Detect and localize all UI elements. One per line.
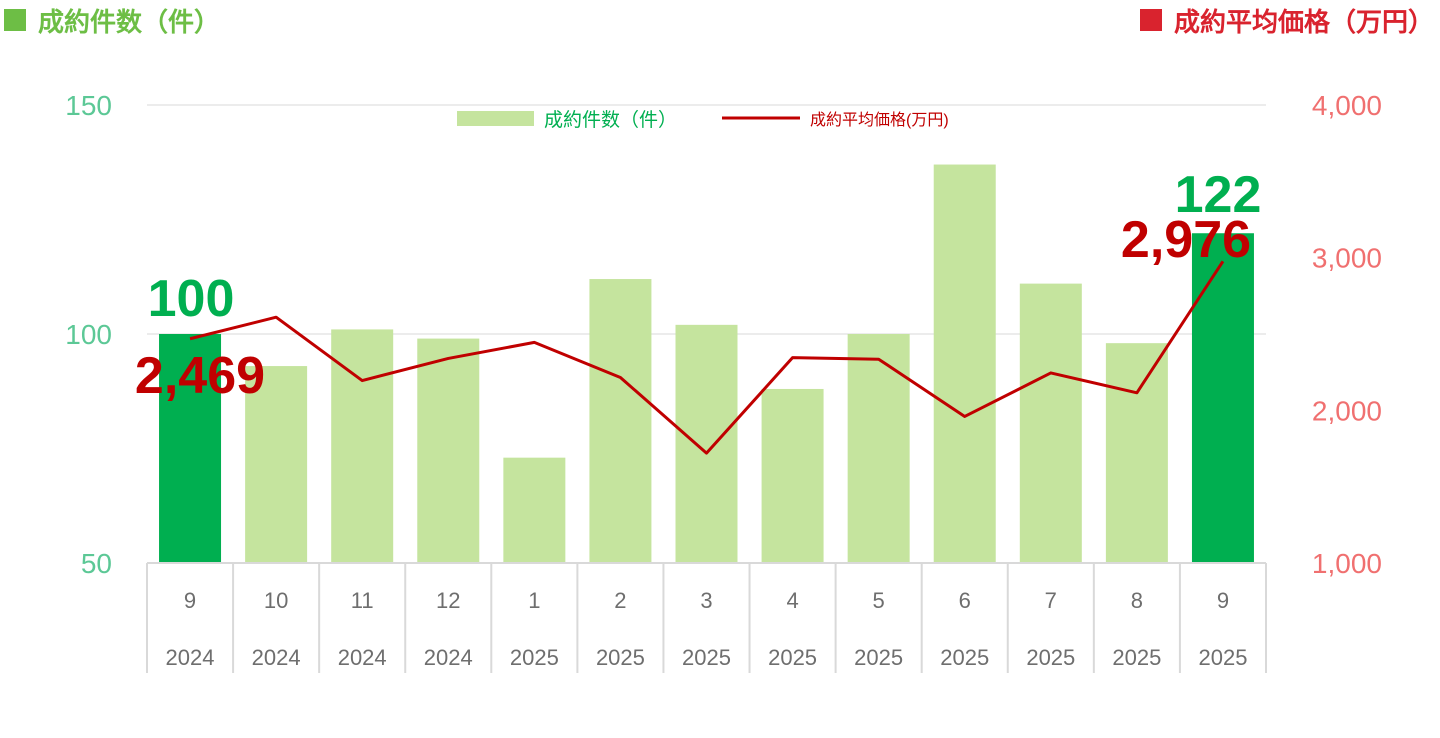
bar — [675, 324, 738, 563]
x-tick-year: 2024 — [166, 645, 215, 670]
price-data-label: 2,469 — [135, 347, 265, 405]
right-axis-tick: 1,000 — [1312, 548, 1382, 579]
legend-bar-swatch — [457, 111, 534, 126]
x-tick-year: 2025 — [940, 645, 989, 670]
x-tick-year: 2025 — [1112, 645, 1161, 670]
right-axis-tick: 2,000 — [1312, 395, 1382, 426]
bar-series — [159, 164, 1254, 564]
x-tick-month: 3 — [700, 588, 712, 613]
bar — [245, 366, 308, 563]
axes: 9 2024 10 2024 11 2024 12 2024 1 2025 2 2025 3 2025 4 2… — [65, 90, 1382, 673]
x-tick-year: 2025 — [1198, 645, 1247, 670]
bar — [503, 457, 566, 563]
x-tick-month: 1 — [528, 588, 540, 613]
x-tick-month: 5 — [873, 588, 885, 613]
bar — [761, 388, 824, 563]
count-header-label: 成約件数（件） — [38, 7, 221, 38]
left-axis-tick: 150 — [65, 90, 112, 121]
x-tick-year: 2025 — [510, 645, 559, 670]
right-axis-tick: 4,000 — [1312, 90, 1382, 121]
x-tick-year: 2025 — [768, 645, 817, 670]
count-header: 成約件数（件） — [4, 0, 220, 40]
data-labels: 100 122 2,469 2,976 — [135, 166, 1261, 405]
x-tick-month: 8 — [1131, 588, 1143, 613]
bar — [159, 334, 222, 563]
x-tick-year: 2025 — [854, 645, 903, 670]
x-tick-year: 2024 — [252, 645, 301, 670]
price-square-icon — [1139, 9, 1162, 31]
bar — [1191, 233, 1254, 564]
legend-line-label: 成約平均価格(万円) — [810, 111, 949, 129]
right-axis-tick: 3,000 — [1312, 243, 1382, 274]
x-tick-month: 7 — [1045, 588, 1057, 613]
bar — [847, 334, 910, 563]
price-data-label: 2,976 — [1121, 211, 1251, 269]
price-header-label: 成約平均価格（万円） — [1173, 7, 1434, 38]
x-tick-month: 9 — [184, 588, 196, 613]
left-axis-tick: 50 — [81, 548, 112, 579]
bar — [1019, 283, 1082, 563]
bar — [933, 164, 996, 564]
line-series — [189, 260, 1225, 455]
count-square-icon — [4, 9, 26, 31]
x-tick-month: 10 — [264, 588, 288, 613]
legend: 成約件数（件） 成約平均価格(万円) — [457, 109, 949, 131]
x-tick-month: 4 — [786, 588, 798, 613]
x-tick-month: 9 — [1217, 588, 1229, 613]
x-tick-year: 2024 — [424, 645, 473, 670]
left-axis-tick: 100 — [65, 319, 112, 350]
x-tick-year: 2025 — [596, 645, 645, 670]
x-tick-year: 2025 — [1026, 645, 1075, 670]
bar — [589, 279, 652, 563]
legend-bar-label: 成約件数（件） — [544, 109, 677, 131]
count-data-label: 100 — [148, 270, 235, 328]
x-tick-month: 6 — [959, 588, 971, 613]
x-tick-year: 2025 — [682, 645, 731, 670]
x-tick-month: 11 — [351, 588, 374, 613]
x-tick-year: 2024 — [338, 645, 387, 670]
x-tick-month: 12 — [436, 588, 460, 613]
count-data-label: 122 — [1175, 166, 1262, 224]
gridlines — [147, 104, 1266, 335]
x-tick-month: 2 — [614, 588, 626, 613]
bar — [417, 338, 480, 563]
bar — [331, 329, 394, 563]
bar — [1105, 343, 1168, 563]
price-header: 成約平均価格（万円） — [1139, 0, 1434, 40]
